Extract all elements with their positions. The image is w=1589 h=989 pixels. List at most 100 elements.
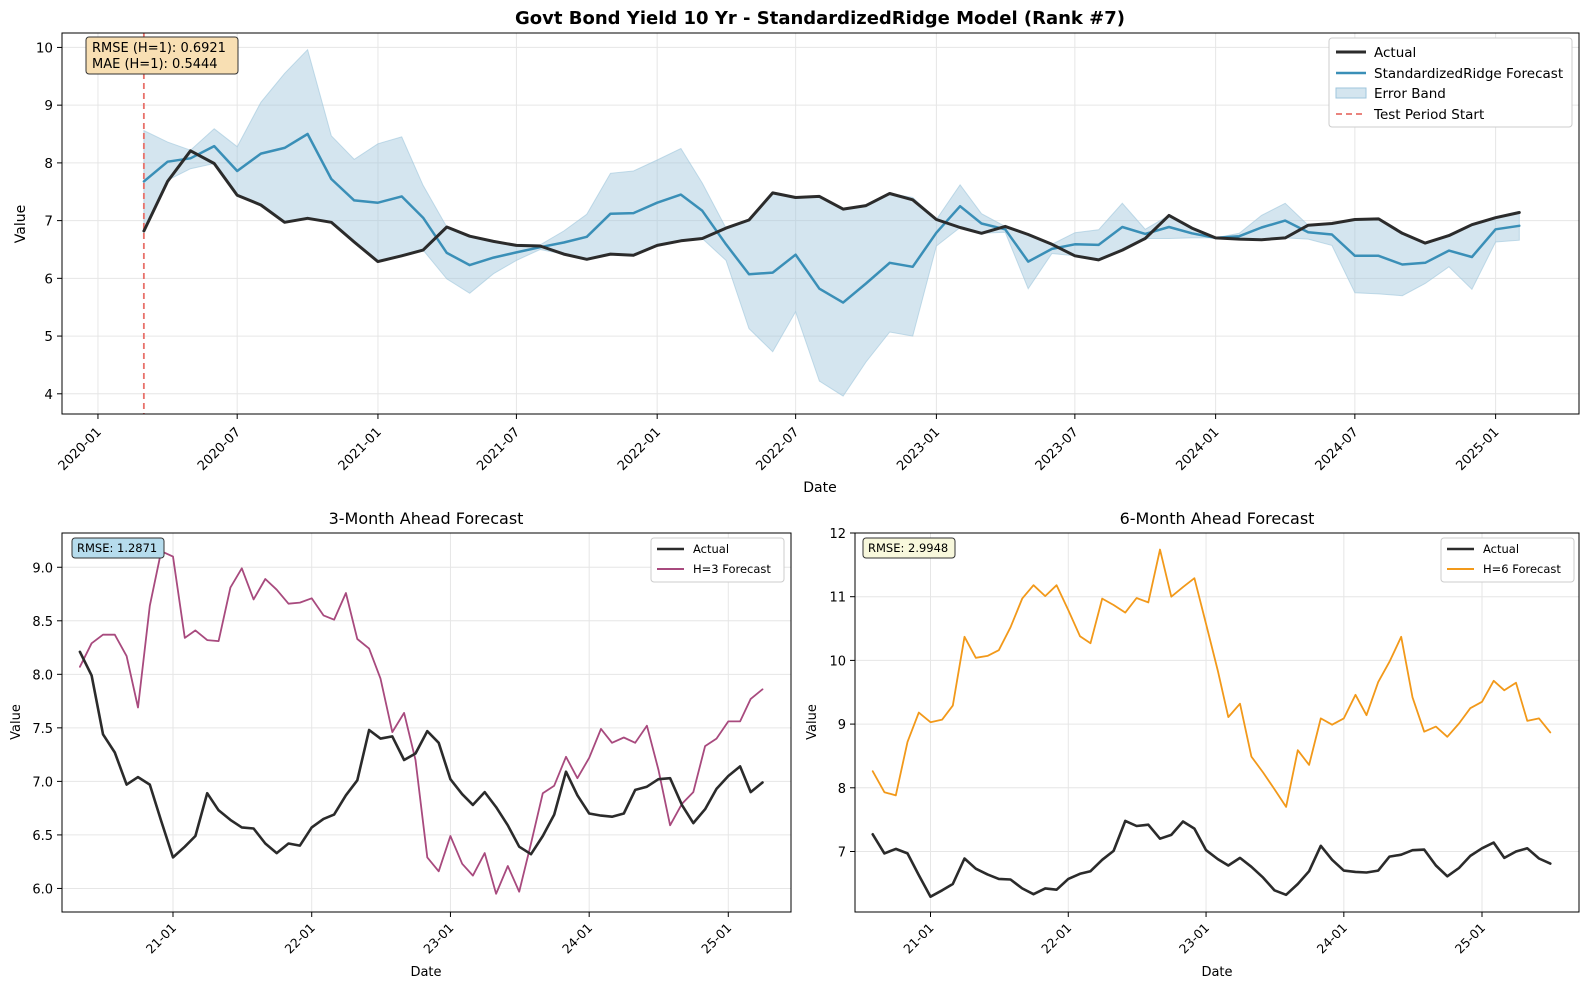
main-chart-title: Govt Bond Yield 10 Yr - StandardizedRidg… [515,8,1125,29]
h3-series-h-3-forecast-line [79,550,764,895]
main-metric-rmse: RMSE (H=1): 0.6921 [92,41,226,56]
h6-x-tick-label-0: 21-01 [900,920,936,956]
h3-y-tick-label-2: 7.0 [32,775,53,790]
main-legend: Actual StandardizedRidge Forecast Error … [1328,37,1573,128]
main-x-axis-label: Date [803,480,836,496]
main-forecast-panel: 2020-01 2020-07 2021-01 2021-07 2022-01 2022-… [13,8,1580,496]
h3-x-axis-label: Date [410,965,441,980]
main-metrics-box: RMSE (H=1): 0.6921 MAE (H=1): 0.5444 [85,36,239,75]
main-x-tick-label-3: 2021-07 [474,425,523,474]
h6-legend-forecast-label: H=6 Forecast [1483,562,1561,576]
main-series-actual-line [142,149,1521,264]
h3-x-tick-label-1: 22-01 [282,920,318,956]
h3-legend-actual-label: Actual [693,542,729,556]
h6-y-tick-label-4: 11 [829,591,846,606]
h3-y-tick-label-1: 6.5 [32,829,53,844]
main-x-tick-label-9: 2024-07 [1313,425,1362,474]
h6-grid [855,532,1579,912]
h6-series-actual-line [871,819,1552,898]
main-metrics-box-bg [85,36,239,75]
h3-chart-title: 3-Month Ahead Forecast [329,509,524,528]
h3-legend-frame [650,537,785,583]
main-x-tick-label-4: 2022-01 [615,425,664,474]
main-x-tick-label-10: 2025-01 [1453,425,1502,474]
h3-x-tick-label-0: 21-01 [143,920,179,956]
h3-y-axis-label: Value [9,704,24,740]
h3-x-tick-label-2: 23-01 [420,920,456,956]
h6-metric-rmse: RMSE: 2.9948 [868,541,948,555]
main-legend-test-start-label: Test Period Start [1373,107,1484,123]
main-y-tick-label-0: 4 [44,387,53,403]
main-legend-forecast-label: StandardizedRidge Forecast [1374,66,1563,82]
main-x-tick-label-1: 2020-07 [195,425,244,474]
h3-metric-box: RMSE: 1.2871 [71,537,165,559]
main-grid [62,33,1579,414]
h3-metric-rmse: RMSE: 1.2871 [77,541,157,555]
main-metric-mae: MAE (H=1): 0.5444 [92,57,218,72]
h3-metric-box-bg [71,537,165,559]
h6-chart-title: 6-Month Ahead Forecast [1120,509,1315,528]
h6-y-tick-label-0: 7 [838,845,846,860]
main-y-tick-label-5: 9 [44,98,53,114]
h6-legend-actual-label: Actual [1483,542,1519,556]
main-y-tick-label-3: 7 [44,214,53,230]
h3-forecast-panel: 21-01 22-01 23-01 24-01 25-01 6.0 6.5 7.0 7.5 8.… [9,509,792,980]
h3-legend: Actual H=3 Forecast [650,537,785,583]
main-y-axis-label: Value [13,205,29,243]
h6-x-tick-label-2: 23-01 [1176,920,1212,956]
main-lines-layer [142,132,1521,304]
main-legend-frame [1328,37,1573,128]
main-legend-actual-label: Actual [1374,45,1416,61]
h6-metric-box-bg [862,537,956,559]
h3-lines-layer [78,550,764,895]
main-x-ticks: 2020-01 2020-07 2021-01 2021-07 2022-01 2022-… [56,414,1502,474]
h6-x-tick-label-1: 22-01 [1038,920,1074,956]
h3-y-tick-label-5: 8.5 [32,615,53,630]
main-y-ticks: 4 5 6 7 8 9 10 [36,40,62,403]
main-x-tick-label-2: 2021-01 [336,425,385,474]
h3-y-ticks: 6.0 6.5 7.0 7.5 8.0 8.5 9.0 [32,561,62,897]
h3-x-tick-label-3: 24-01 [559,920,595,956]
h3-series-actual-line [78,650,764,859]
main-y-tick-label-4: 8 [44,156,53,172]
h6-x-axis-label: Date [1201,965,1232,980]
h6-y-ticks: 7 8 9 10 11 12 [829,527,855,860]
main-plot-frame [61,32,1580,415]
h6-legend-frame [1440,537,1575,583]
h6-series-h-6-forecast-line [871,548,1552,808]
h6-x-ticks: 21-01 22-01 23-01 24-01 25-01 [900,912,1488,956]
h6-y-tick-label-2: 9 [838,718,846,733]
h3-y-tick-label-6: 9.0 [32,561,53,576]
main-x-tick-label-0: 2020-01 [56,425,105,474]
h6-lines-layer [871,548,1552,898]
h6-plot-frame [854,532,1580,913]
main-legend-band-swatch [1335,87,1367,99]
h3-plot-frame [61,532,792,913]
h3-y-tick-label-4: 8.0 [32,668,53,683]
main-x-tick-label-5: 2022-07 [753,425,802,474]
main-legend-band-label: Error Band [1374,86,1446,102]
h6-metric-box: RMSE: 2.9948 [862,537,956,559]
main-y-tick-label-6: 10 [36,40,53,56]
main-x-tick-label-7: 2023-07 [1033,425,1082,474]
h6-legend: Actual H=6 Forecast [1440,537,1575,583]
main-series-standardizedridge-forecast-line [142,132,1521,304]
h3-y-tick-label-0: 6.0 [32,882,53,897]
main-y-tick-label-2: 6 [44,271,53,287]
h6-x-tick-label-3: 24-01 [1314,920,1350,956]
h3-x-tick-label-4: 25-01 [698,920,734,956]
main-x-tick-label-8: 2024-01 [1173,425,1222,474]
h6-y-axis-label: Value [805,704,820,740]
h3-y-tick-label-3: 7.5 [32,722,53,737]
h6-y-tick-label-5: 12 [829,527,846,542]
h6-y-tick-label-3: 10 [829,654,846,669]
main-x-tick-label-6: 2023-01 [894,425,943,474]
h6-forecast-panel: 21-01 22-01 23-01 24-01 25-01 7 8 9 10 11 12 6-Mo… [805,509,1580,980]
main-y-tick-label-1: 5 [44,329,53,345]
h6-plot-area [855,533,1579,912]
h6-x-tick-label-4: 25-01 [1452,920,1488,956]
h6-y-tick-label-1: 8 [838,782,846,797]
h3-x-ticks: 21-01 22-01 23-01 24-01 25-01 [143,912,734,956]
h3-legend-forecast-label: H=3 Forecast [693,562,771,576]
